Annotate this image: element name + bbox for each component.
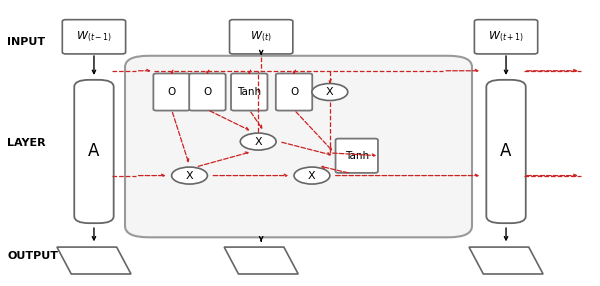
FancyBboxPatch shape xyxy=(154,74,190,111)
FancyBboxPatch shape xyxy=(231,74,268,111)
Text: Tanh: Tanh xyxy=(237,87,261,97)
Text: INPUT: INPUT xyxy=(7,37,46,47)
Circle shape xyxy=(240,133,276,150)
Text: $W_{(t+1)}$: $W_{(t+1)}$ xyxy=(488,29,524,44)
Text: O: O xyxy=(167,87,176,97)
Polygon shape xyxy=(57,247,131,274)
Text: O: O xyxy=(203,87,212,97)
FancyBboxPatch shape xyxy=(276,74,312,111)
FancyBboxPatch shape xyxy=(335,139,378,173)
Circle shape xyxy=(172,167,208,184)
Text: Tanh: Tanh xyxy=(344,151,369,161)
FancyBboxPatch shape xyxy=(189,74,226,111)
Text: OUTPUT: OUTPUT xyxy=(7,251,58,261)
FancyBboxPatch shape xyxy=(62,20,125,54)
Text: X: X xyxy=(186,170,193,180)
Polygon shape xyxy=(224,247,298,274)
Text: $W_{(t)}$: $W_{(t)}$ xyxy=(250,29,272,44)
FancyBboxPatch shape xyxy=(475,20,538,54)
FancyBboxPatch shape xyxy=(125,56,472,237)
FancyBboxPatch shape xyxy=(230,20,293,54)
Text: $W_{(t-1)}$: $W_{(t-1)}$ xyxy=(76,29,112,44)
Text: X: X xyxy=(254,137,262,147)
Text: A: A xyxy=(88,142,100,160)
Circle shape xyxy=(312,84,348,100)
FancyBboxPatch shape xyxy=(74,80,113,223)
Text: X: X xyxy=(326,87,334,97)
Text: A: A xyxy=(500,142,512,160)
Text: X: X xyxy=(308,170,316,180)
Text: O: O xyxy=(290,87,298,97)
FancyBboxPatch shape xyxy=(487,80,526,223)
Text: LAYER: LAYER xyxy=(7,138,46,148)
Polygon shape xyxy=(469,247,543,274)
Circle shape xyxy=(294,167,330,184)
